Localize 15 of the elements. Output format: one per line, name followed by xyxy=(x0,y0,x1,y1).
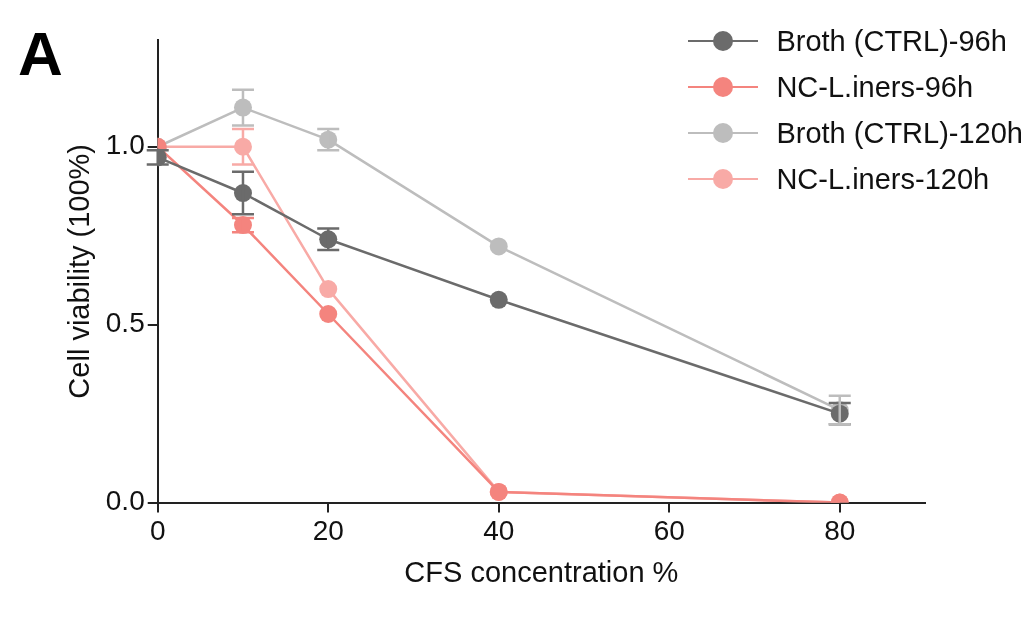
legend-label: NC-L.iners-120h xyxy=(776,162,990,196)
x-tick-label: 60 xyxy=(653,515,685,547)
text: A xyxy=(18,18,63,89)
legend-label: NC-L.iners-96h xyxy=(776,70,974,104)
y-tick-label: 0.0 xyxy=(105,485,145,517)
x-tick-label: 20 xyxy=(312,515,344,547)
x-tick-label: 40 xyxy=(483,515,515,547)
y-axis-title: Cell viability (100%) xyxy=(63,143,96,399)
x-tick-label: 80 xyxy=(824,515,856,547)
y-tick-label: 1.0 xyxy=(105,129,145,161)
x-tick-label: 0 xyxy=(149,515,166,547)
y-tick-label: 0.5 xyxy=(105,307,145,339)
legend-label: Broth (CTRL)-120h xyxy=(776,116,1023,150)
x-axis-title: CFS concentration % xyxy=(404,555,679,588)
legend-label: Broth (CTRL)-96h xyxy=(776,24,1007,58)
